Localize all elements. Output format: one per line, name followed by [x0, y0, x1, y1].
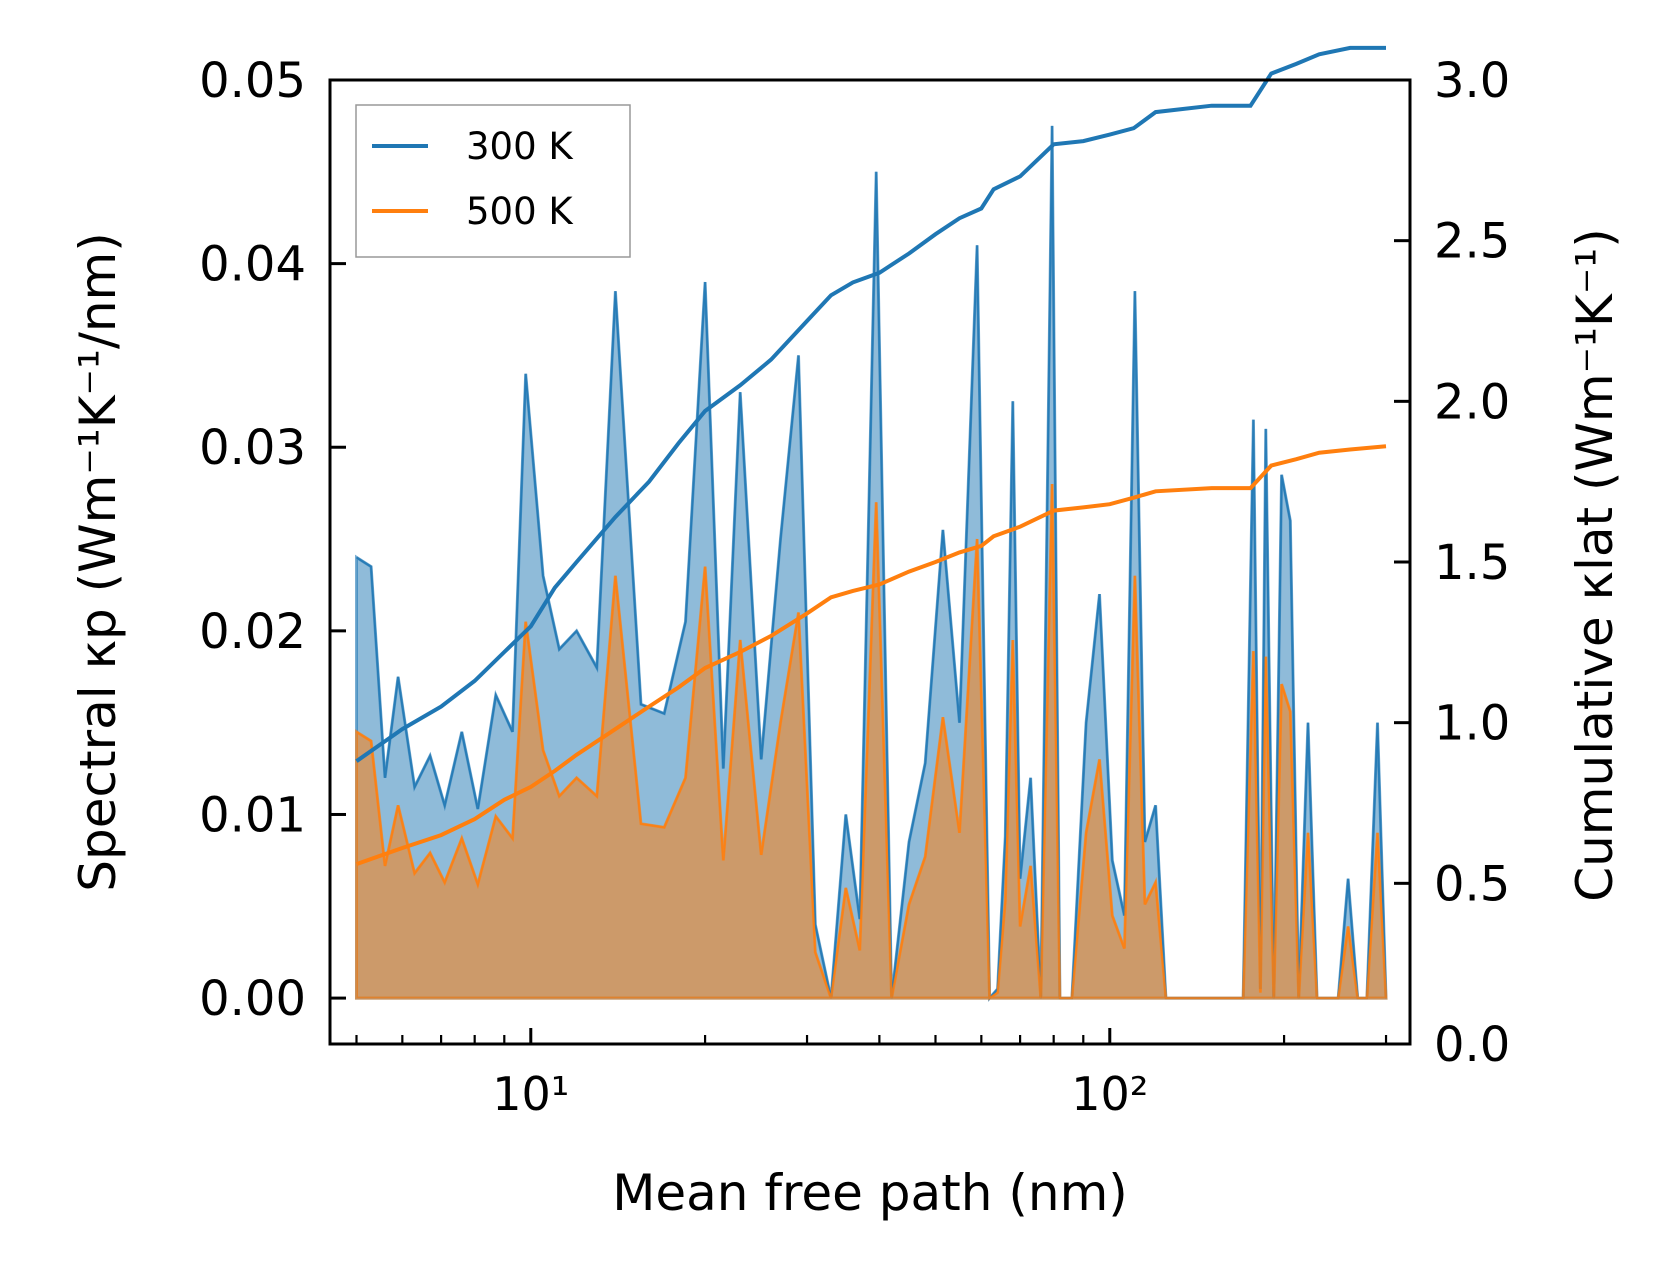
x-tick-label: 10¹: [492, 1067, 569, 1121]
legend-label-300k: 300 K: [466, 125, 574, 168]
y-right-tick-label: 0.0: [1434, 1017, 1510, 1073]
x-tick-label: 10²: [1071, 1067, 1148, 1121]
y-left-tick-label: 0.04: [199, 237, 306, 293]
cumulative-line-500k: [355, 444, 1387, 866]
cumulative-lines: [355, 45, 1387, 866]
y-left-tick-label: 0.02: [199, 604, 306, 660]
legend: 300 K 500 K: [355, 104, 631, 258]
y-right-tick-label: 0.5: [1434, 856, 1510, 912]
y-right-tick-label: 2.0: [1434, 374, 1510, 430]
axis-ticks: 0.00 0.01 0.02 0.03 0.04 0.05 0.0 0.5 1.0 1.5 2.0 2…: [199, 53, 1510, 1121]
legend-box: [355, 104, 631, 258]
y-left-tick-label: 0.01: [199, 787, 306, 843]
y-left-tick-label: 0.03: [199, 420, 306, 476]
y-axis-label-right: Cumulative κlat (Wm⁻¹K⁻¹): [1566, 228, 1624, 902]
cumulative-line-300k: [355, 45, 1386, 763]
y-axis-label-left: Spectral κp (Wm⁻¹K⁻¹/nm): [69, 232, 127, 891]
y-right-tick-label: 1.5: [1434, 535, 1510, 591]
y-right-tick-label: 3.0: [1434, 53, 1510, 109]
spectral-line-500k: [355, 483, 1387, 1000]
y-right-tick-label: 1.0: [1434, 696, 1510, 752]
y-left-tick-label: 0.00: [199, 971, 306, 1027]
y-right-tick-label: 2.5: [1434, 214, 1510, 270]
y-left-tick-label: 0.05: [199, 53, 306, 109]
x-axis-label: Mean free path (nm): [612, 1164, 1128, 1222]
legend-label-500k: 500 K: [466, 190, 574, 233]
